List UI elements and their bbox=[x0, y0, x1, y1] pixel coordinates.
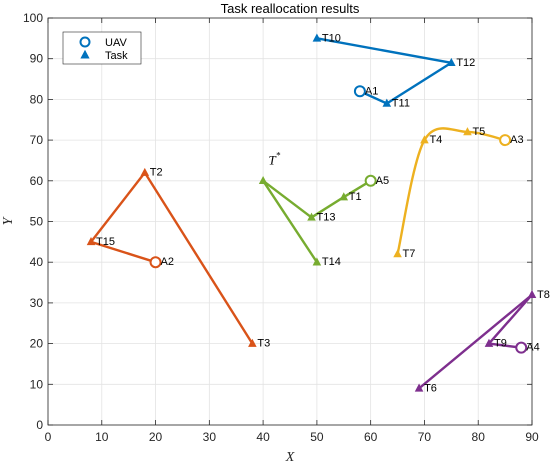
series-a2 bbox=[86, 167, 257, 347]
t-star-superscript: * bbox=[276, 151, 281, 161]
series-layer bbox=[86, 33, 537, 392]
point-label-t13: T13 bbox=[317, 211, 336, 223]
y-tick-label-50: 50 bbox=[30, 215, 44, 229]
point-label-t5: T5 bbox=[472, 126, 485, 138]
y-tick-label-10: 10 bbox=[30, 377, 44, 391]
task-marker-t15 bbox=[86, 237, 96, 246]
point-label-t9: T9 bbox=[494, 338, 507, 350]
task-marker-a5-point-3 bbox=[258, 175, 268, 185]
route-line-a4 bbox=[417, 293, 534, 390]
task-marker-t10 bbox=[312, 33, 322, 42]
point-label-a1: A1 bbox=[365, 85, 378, 97]
x-axis-label: X bbox=[285, 450, 295, 465]
t-star-base: T bbox=[268, 153, 276, 168]
uav-marker-a1 bbox=[353, 85, 366, 98]
y-tick-label-0: 0 bbox=[36, 418, 43, 432]
task-marker-t9 bbox=[484, 338, 494, 347]
series-a4 bbox=[414, 289, 537, 392]
y-tick-label-70: 70 bbox=[30, 133, 44, 147]
task-marker-t3 bbox=[248, 338, 257, 347]
legend-task-label: Task bbox=[105, 50, 128, 62]
y-tick-label-90: 90 bbox=[30, 52, 44, 66]
route-line-a3 bbox=[396, 127, 507, 256]
point-label-a5: A5 bbox=[376, 175, 389, 187]
legend-box bbox=[62, 31, 142, 65]
axis-ticks: 0 10 20 30 40 50 60 70 80 90 0 10 20 30 40 50 60 70 80 90 10… bbox=[23, 11, 539, 444]
task-marker-t2 bbox=[140, 167, 150, 176]
uav-marker-a5 bbox=[364, 174, 377, 187]
point-label-t7: T7 bbox=[403, 248, 416, 260]
x-tick-label-80: 80 bbox=[472, 430, 486, 444]
x-tick-label-60: 60 bbox=[364, 430, 378, 444]
point-label-t15: T15 bbox=[96, 236, 115, 248]
legend-uav-marker bbox=[79, 36, 91, 48]
task-marker-t13 bbox=[307, 212, 316, 221]
x-tick-label-30: 30 bbox=[203, 430, 217, 444]
task-marker-t1 bbox=[339, 192, 349, 201]
y-tick-label-30: 30 bbox=[30, 296, 44, 310]
task-marker-t12 bbox=[447, 57, 456, 67]
y-tick-label-40: 40 bbox=[30, 255, 44, 269]
point-label-t6: T6 bbox=[424, 382, 437, 394]
route-line-a2 bbox=[89, 171, 254, 345]
x-tick-label-0: 0 bbox=[45, 430, 52, 444]
t-star-annotation: T* bbox=[268, 151, 280, 168]
task-marker-t7 bbox=[393, 249, 402, 258]
legend: UAV Task bbox=[62, 31, 142, 65]
point-label-t8: T8 bbox=[537, 289, 550, 301]
point-label-t4: T4 bbox=[429, 134, 442, 146]
route-line-a1 bbox=[315, 37, 453, 105]
x-tick-label-10: 10 bbox=[95, 430, 109, 444]
legend-task-marker bbox=[80, 49, 90, 59]
task-marker-t4 bbox=[420, 135, 429, 144]
uav-marker-a2 bbox=[149, 256, 162, 269]
point-label-t12: T12 bbox=[456, 57, 475, 69]
task-marker-t6 bbox=[414, 383, 424, 392]
x-tick-label-90: 90 bbox=[525, 430, 539, 444]
chart-title: Task reallocation results bbox=[221, 1, 360, 16]
series-a1 bbox=[312, 33, 456, 107]
point-label-a2: A2 bbox=[161, 256, 174, 268]
point-label-t14: T14 bbox=[322, 256, 341, 268]
task-marker-t11 bbox=[382, 98, 392, 107]
x-tick-label-20: 20 bbox=[149, 430, 163, 444]
series-a3 bbox=[393, 127, 512, 258]
x-tick-label-70: 70 bbox=[418, 430, 432, 444]
y-axis-label: Y bbox=[1, 215, 16, 225]
legend-uav-label: UAV bbox=[105, 37, 127, 49]
y-tick-label-80: 80 bbox=[30, 92, 44, 106]
uav-marker-a3 bbox=[499, 134, 512, 147]
point-label-t11: T11 bbox=[392, 97, 410, 109]
point-label-a3: A3 bbox=[510, 134, 523, 146]
point-label-t10: T10 bbox=[322, 32, 341, 44]
x-tick-label-50: 50 bbox=[310, 430, 324, 444]
y-tick-label-60: 60 bbox=[30, 174, 44, 188]
point-label-t3: T3 bbox=[257, 338, 270, 350]
point-labels: A1 T11 T12 T10 A2 T15 T2 T3 A3 T5 T4 T7 A4 T9 T8 T6 A5 T1… bbox=[96, 32, 550, 394]
task-marker-t5 bbox=[463, 127, 472, 136]
x-tick-label-40: 40 bbox=[256, 430, 270, 444]
point-label-a4: A4 bbox=[526, 342, 539, 354]
point-label-t2: T2 bbox=[150, 167, 163, 179]
task-marker-t14 bbox=[312, 257, 322, 266]
task-marker-t8 bbox=[527, 289, 537, 299]
uav-marker-a4 bbox=[515, 341, 528, 354]
y-tick-label-100: 100 bbox=[23, 11, 43, 25]
series-a5 bbox=[258, 174, 377, 266]
point-label-t1: T1 bbox=[349, 191, 362, 203]
y-tick-label-20: 20 bbox=[30, 337, 44, 351]
